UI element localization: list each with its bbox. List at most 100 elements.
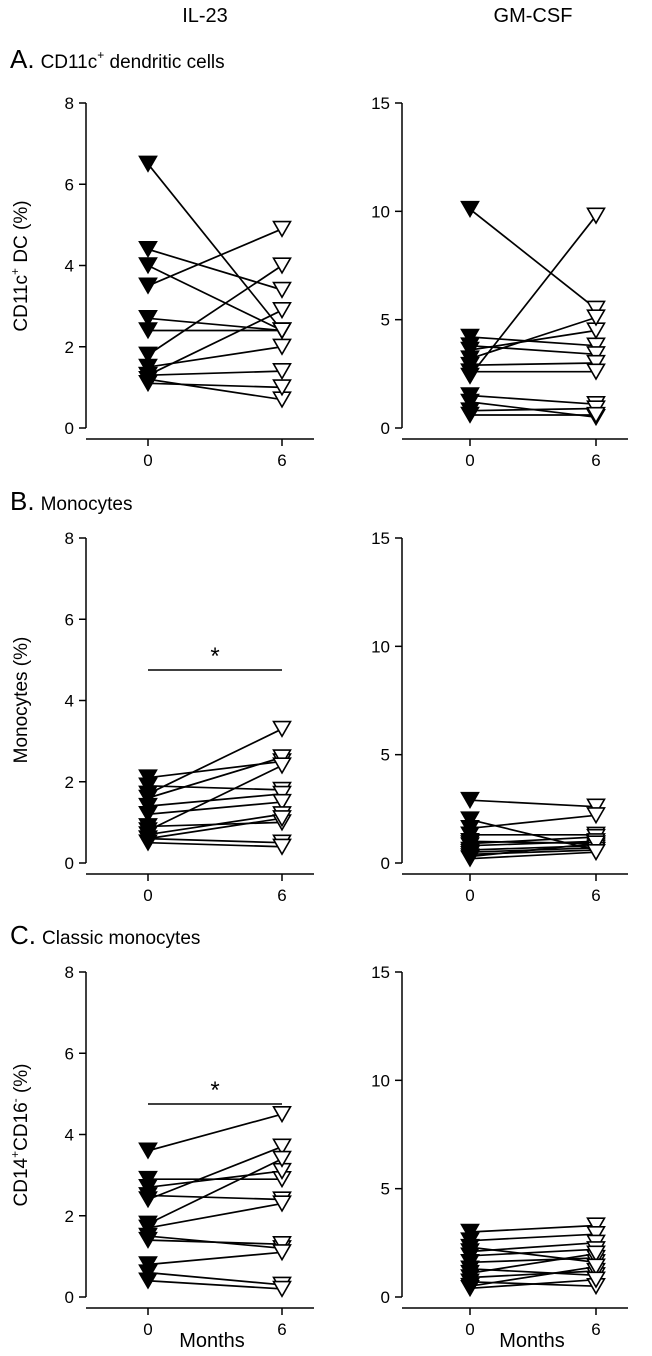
point-month-0	[460, 1223, 480, 1241]
series-line	[469, 799, 597, 808]
point-month-0	[460, 406, 480, 424]
plot-b-il23: 0 2 4 6 8 0 6 *	[65, 529, 314, 905]
series-line	[147, 1194, 283, 1201]
point-month-6	[272, 338, 292, 356]
point-month-6	[586, 1258, 606, 1276]
series-line	[469, 1241, 597, 1253]
series-line	[469, 1257, 597, 1264]
series-line	[147, 345, 283, 368]
y-axis-label-a: CD11c+ DC (%)	[8, 200, 32, 331]
y-tick-label: 6	[65, 610, 74, 629]
point-month-6	[586, 1245, 606, 1263]
point-month-6	[586, 207, 606, 225]
x-tick-label: 6	[277, 1320, 286, 1339]
point-month-6	[272, 322, 292, 340]
y-tick-label: 5	[381, 311, 390, 330]
point-month-6	[272, 379, 292, 397]
y-tick-label: 10	[371, 202, 390, 221]
point-month-6	[272, 1138, 292, 1156]
x-tick-label: 0	[465, 886, 474, 905]
series-line	[147, 1239, 283, 1246]
point-month-0	[138, 322, 158, 340]
panel-title-c: C. Classic monocytes	[10, 920, 200, 950]
column-title-il23: IL-23	[182, 5, 228, 27]
series-line	[147, 784, 283, 791]
point-month-0	[460, 1280, 480, 1298]
point-month-6	[272, 757, 292, 775]
point-month-6	[272, 1280, 292, 1298]
x-tick-label: 0	[143, 886, 152, 905]
x-tick-label: 0	[143, 451, 152, 470]
x-tick-label: 6	[277, 886, 286, 905]
point-month-6	[586, 844, 606, 862]
series-line	[469, 215, 597, 377]
y-tick-label: 10	[371, 637, 390, 656]
panel-letter-a: A.	[10, 44, 35, 74]
point-month-0	[460, 850, 480, 868]
x-tick-label: 6	[591, 886, 600, 905]
series-line	[147, 228, 283, 287]
series-line	[147, 841, 283, 848]
plot-b-gmcsf: 0 5 10 15 0 6	[371, 529, 628, 905]
series-line	[147, 317, 283, 332]
y-tick-label: 0	[381, 419, 390, 438]
point-month-6	[586, 835, 606, 853]
point-month-0	[138, 834, 158, 852]
panel-title-b: B. Monocytes	[10, 486, 132, 516]
point-month-6	[586, 1217, 606, 1235]
point-month-0	[138, 375, 158, 393]
point-month-6	[272, 810, 292, 828]
point-month-6	[272, 793, 292, 812]
point-month-0	[460, 393, 480, 411]
y-axis-label-b: Monocytes (%)	[11, 637, 32, 764]
column-title-gmcsf: GM-CSF	[494, 5, 573, 27]
series-line	[469, 1233, 597, 1242]
series-line	[469, 1265, 597, 1288]
x-tick-label: 0	[465, 451, 474, 470]
point-month-6	[586, 363, 606, 381]
x-tick-label: 0	[143, 1320, 152, 1339]
significance-star: *	[210, 643, 219, 670]
series-line	[469, 208, 597, 310]
point-month-0	[138, 257, 158, 275]
y-tick-label: 10	[371, 1071, 390, 1090]
point-month-6	[586, 798, 606, 816]
series-line	[469, 329, 597, 351]
y-tick-label: 5	[381, 1180, 390, 1199]
point-month-0	[460, 791, 480, 809]
point-month-6	[586, 309, 606, 327]
plot-c-il23: 0 2 4 6 8 0 6 *	[65, 963, 314, 1339]
series-line	[147, 813, 283, 836]
series-line	[147, 793, 283, 807]
point-month-6	[272, 720, 292, 738]
point-month-0	[138, 155, 158, 173]
series-line	[469, 840, 597, 847]
series-line	[147, 1251, 283, 1266]
point-month-6	[272, 302, 292, 320]
point-month-6	[272, 1195, 292, 1213]
series-line	[469, 394, 597, 406]
point-month-0	[460, 200, 480, 218]
series-line	[469, 362, 597, 367]
point-month-0	[460, 341, 480, 359]
plot-a-gmcsf: 0 5 10 15 0 6	[371, 94, 628, 470]
y-tick-label: 8	[65, 963, 74, 982]
series-line	[147, 163, 283, 332]
x-tick-label: 6	[591, 1320, 600, 1339]
point-month-0	[138, 805, 158, 824]
x-tick-label: 6	[591, 451, 600, 470]
point-month-6	[586, 807, 606, 825]
plot-a-il23: 0 2 4 6 8 0 6	[65, 94, 314, 470]
y-tick-label: 2	[65, 338, 74, 357]
point-month-0	[138, 277, 158, 295]
series-line	[147, 1271, 283, 1286]
point-month-6	[272, 1150, 292, 1168]
series-line	[147, 1158, 283, 1225]
y-tick-label: 4	[65, 692, 74, 711]
series-line	[469, 814, 597, 830]
y-tick-label: 15	[371, 94, 390, 113]
point-month-6	[586, 354, 606, 372]
series-line	[147, 370, 283, 377]
point-month-0	[138, 1191, 158, 1209]
x-tick-label: 6	[277, 451, 286, 470]
